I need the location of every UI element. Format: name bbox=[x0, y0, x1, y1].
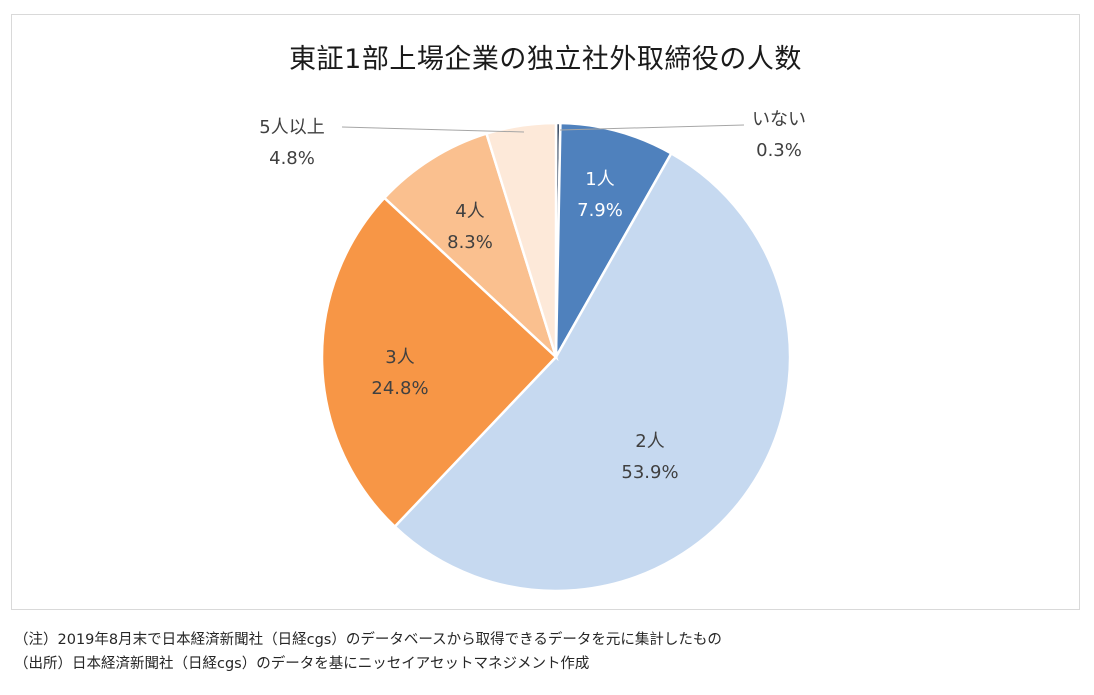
leader-line-6 bbox=[341, 126, 525, 133]
slice-label-5: 4人 bbox=[455, 201, 484, 222]
slice-value-2: 7.9% bbox=[577, 200, 623, 221]
slice-label-1: いない bbox=[752, 109, 806, 130]
pie-slice-2 bbox=[554, 121, 674, 358]
slice-label-4: 3人 bbox=[385, 347, 414, 368]
slice-value-4: 24.8% bbox=[371, 378, 428, 399]
pie-slice-4 bbox=[320, 196, 558, 529]
pie-chart: いない 0.3% 1人 7.9% 2人 53.9% 3人 24.8% 4人 8.3% 5人以上 4.8… bbox=[259, 109, 806, 593]
slice-label-3: 2人 bbox=[635, 431, 664, 452]
footnote-note: （注）2019年8月末で日本経済新聞社（日経cgs）のデータベースから取得できる… bbox=[14, 632, 722, 648]
footnote-source: （出所）日本経済新聞社（日経cgs）のデータを基にニッセイアセットマネジメント作… bbox=[14, 656, 590, 672]
slice-value-5: 8.3% bbox=[447, 232, 493, 253]
chart-frame: 東証1部上場企業の独立社外取締役の人数 いない 0.3% 1人 7.9% 2人 53.9%… bbox=[11, 14, 1080, 610]
pie-slice-5 bbox=[382, 131, 559, 362]
slice-label-2: 1人 bbox=[585, 169, 614, 190]
chart-title: 東証1部上場企業の独立社外取締役の人数 bbox=[289, 44, 802, 75]
slice-label-6: 5人以上 bbox=[259, 117, 324, 138]
pie-slice-6 bbox=[484, 121, 558, 358]
pie-slice-3 bbox=[392, 151, 792, 593]
slice-value-1: 0.3% bbox=[756, 140, 802, 161]
leader-line-1 bbox=[559, 124, 745, 131]
slice-value-3: 53.9% bbox=[621, 462, 678, 483]
slice-value-6: 4.8% bbox=[269, 148, 315, 169]
